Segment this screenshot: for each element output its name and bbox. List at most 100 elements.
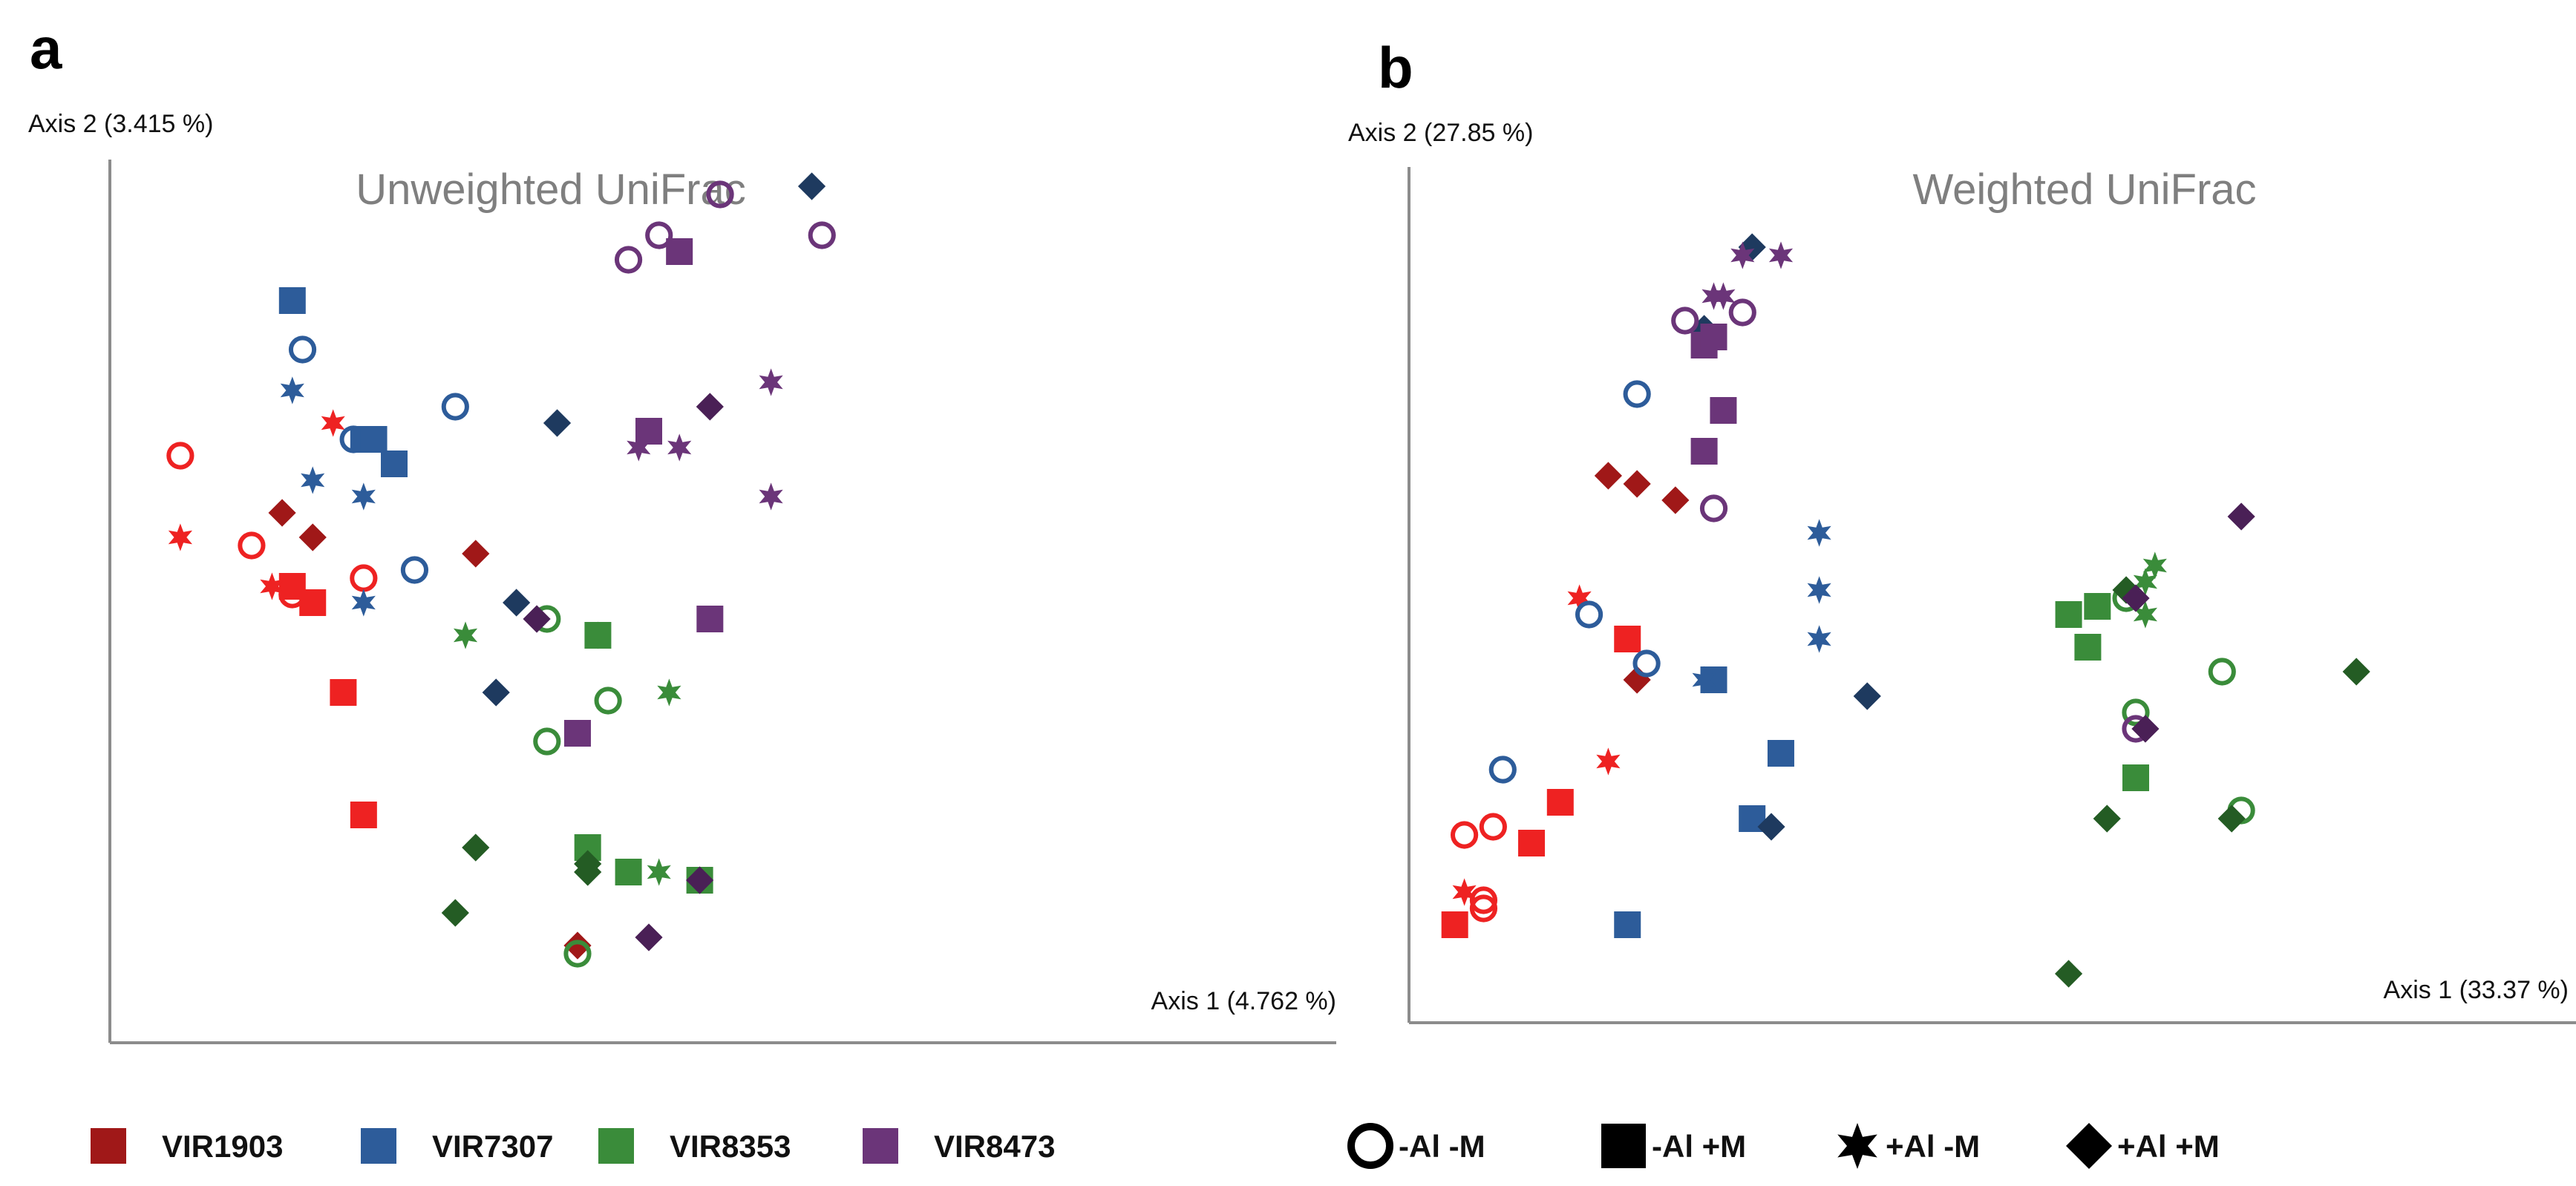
- point-a-vir7307-square-22: [381, 451, 408, 477]
- point-b-vir1903-diamond-13: [1661, 486, 1690, 514]
- point-b-vir8473-star-57: [1701, 282, 1726, 310]
- point-a-vir8353-circle-32: [594, 687, 622, 715]
- point-a-vir8473-diamond-62: [686, 866, 714, 894]
- point-b-vir8473-star-55: [1730, 241, 1755, 269]
- point-a-vir8473-circle-47: [706, 180, 734, 209]
- legend-marker-label-0: -Al -M: [1399, 1129, 1485, 1164]
- point-b-vir8353-diamond-46: [2054, 960, 2083, 988]
- point-b-vir8473-circle-48: [1728, 298, 1756, 327]
- point-b-vir7307-square-22: [1614, 911, 1641, 938]
- point-a-vir7307-star-26: [351, 589, 376, 617]
- point-a-vir7307-circle-17: [400, 556, 429, 584]
- point-b-vir7307-circle-18: [1488, 756, 1517, 784]
- legend-diamond-icon: [2066, 1123, 2112, 1169]
- point-a-vir7307-star-25: [351, 482, 376, 511]
- point-b-vir8473-diamond-59: [2227, 502, 2255, 531]
- legend-open-circle-icon: [1347, 1123, 1393, 1169]
- point-b-vir1903-square-7: [1614, 626, 1641, 652]
- point-a-vir1903-star-8: [168, 523, 192, 551]
- point-a-vir7307-diamond-29: [482, 678, 510, 707]
- point-a-vir1903-square-5: [299, 589, 327, 616]
- panel-a-points: [166, 172, 836, 968]
- point-a-vir8473-star-58: [759, 482, 783, 511]
- point-b-vir1903-diamond-12: [1623, 470, 1651, 498]
- point-a-vir8353-star-41: [647, 858, 671, 886]
- point-b-vir8353-square-36: [2084, 593, 2111, 620]
- point-a-vir8353-star-39: [453, 621, 478, 649]
- point-a-vir8353-star-42: [586, 621, 610, 649]
- point-a-vir7307-diamond-28: [503, 589, 531, 617]
- point-a-vir7307-circle-18: [441, 393, 469, 421]
- panel-b-title: Weighted UniFrac: [1912, 166, 2256, 214]
- point-a-vir1903-square-6: [330, 679, 357, 706]
- legend-swatch-vir1903: [91, 1128, 126, 1164]
- point-a-vir7307-star-23: [280, 376, 304, 404]
- point-b-vir8353-diamond-43: [2342, 658, 2370, 686]
- point-b-vir8353-square-37: [2074, 634, 2102, 661]
- point-b-vir1903-square-6: [1546, 789, 1574, 816]
- point-a-vir8473-diamond-60: [523, 605, 551, 633]
- point-a-vir7307-square-19: [278, 287, 306, 314]
- point-a-vir1903-star-9: [321, 409, 345, 437]
- point-b-vir1903-star-10: [1452, 878, 1477, 906]
- point-b-vir8473-diamond-60: [2122, 584, 2150, 612]
- point-b-vir8473-diamond-61: [2131, 715, 2160, 743]
- point-b-vir1903-diamond-11: [1594, 462, 1622, 490]
- panel-a: a Axis 2 (3.415 %) Unweighted UniFrac Ax…: [28, 16, 1336, 1044]
- legend-marker-label-3: +Al +M: [2117, 1129, 2220, 1164]
- point-b-vir8473-square-54: [1690, 438, 1718, 465]
- panel-a-title: Unweighted UniFrac: [356, 166, 745, 214]
- point-b-vir8353-circle-33: [2122, 698, 2150, 727]
- point-a-vir8473-square-51: [666, 238, 693, 265]
- panel-a-y-axis-label: Axis 2 (3.415 %): [28, 110, 213, 138]
- point-a-vir1903-circle-3: [350, 564, 378, 592]
- point-a-vir8353-star-40: [657, 678, 681, 707]
- point-b-vir7307-circle-15: [1623, 380, 1651, 408]
- panel-b-y-axis-label: Axis 2 (27.85 %): [1348, 119, 1533, 147]
- panel-a-letter: a: [30, 16, 62, 81]
- point-a-vir8473-circle-50: [808, 221, 836, 249]
- point-a-vir8353-diamond-46: [574, 858, 602, 886]
- point-a-vir8353-diamond-43: [462, 833, 490, 862]
- point-b-vir8473-square-52: [1700, 324, 1727, 350]
- legend: VIR1903 VIR7307 VIR8353 VIR8473 -Al -M -Al +M…: [91, 1123, 2220, 1169]
- point-b-vir7307-diamond-30: [1757, 813, 1785, 841]
- point-b-vir7307-square-20: [1767, 740, 1794, 767]
- point-a-vir8353-square-37: [615, 859, 642, 885]
- panel-b-letter: b: [1378, 35, 1413, 100]
- panel-b-x-axis-label: Axis 1 (33.37 %): [2384, 976, 2569, 1004]
- point-a-vir7307-circle-15: [288, 335, 317, 364]
- point-a-vir8353-circle-34: [563, 940, 592, 968]
- point-b-vir7307-circle-16: [1575, 600, 1604, 629]
- point-b-vir7307-star-26: [1692, 666, 1716, 694]
- legend-filled-square-icon: [1601, 1124, 1646, 1168]
- point-b-vir1903-circle-1: [1479, 813, 1507, 841]
- point-a-vir8473-square-54: [563, 720, 591, 747]
- point-a-vir1903-square-7: [350, 802, 377, 828]
- legend-label-vir8473: VIR8473: [934, 1129, 1055, 1164]
- point-b-vir1903-star-9: [1596, 747, 1621, 776]
- point-b-vir1903-square-4: [1441, 911, 1468, 938]
- point-a-vir8473-circle-49: [614, 246, 643, 274]
- legend-marker-label-2: +Al -M: [1886, 1129, 1980, 1164]
- point-a-vir8473-diamond-59: [696, 393, 724, 421]
- legend-label-vir8353: VIR8353: [670, 1129, 791, 1164]
- panel-a-x-axis-label: Axis 1 (4.762 %): [1151, 987, 1336, 1015]
- point-b-vir8353-star-41: [2133, 600, 2157, 629]
- point-b-vir8353-diamond-45: [2217, 805, 2246, 833]
- point-a-vir8353-circle-33: [533, 727, 561, 756]
- point-a-vir1903-star-10: [260, 572, 284, 600]
- point-b-vir8353-square-38: [2122, 764, 2149, 791]
- legend-star-icon: [1837, 1123, 1877, 1169]
- point-b-vir7307-circle-17: [1632, 649, 1661, 678]
- point-a-vir7307-square-21: [360, 426, 388, 453]
- point-a-vir1903-diamond-13: [462, 540, 490, 568]
- point-b-vir7307-star-24: [1807, 576, 1831, 604]
- point-a-vir8473-star-56: [667, 433, 692, 462]
- point-b-vir8353-star-40: [2133, 568, 2157, 596]
- point-a-vir1903-diamond-11: [268, 499, 296, 527]
- point-b-vir8473-star-58: [1711, 282, 1736, 310]
- point-b-vir8353-square-35: [2055, 601, 2082, 628]
- point-b-vir7307-star-25: [1807, 625, 1831, 653]
